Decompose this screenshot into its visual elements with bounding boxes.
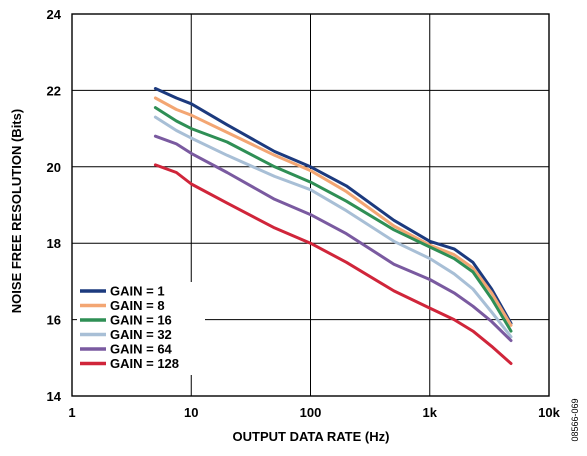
legend-box	[77, 282, 205, 375]
series-lines	[153, 87, 513, 365]
y-axis-title: NOISE FREE RESOLUTION (Bits)	[9, 109, 24, 313]
y-tick-label: 18	[47, 236, 61, 251]
series-line	[153, 96, 513, 327]
x-tick-label: 100	[300, 405, 322, 420]
y-tick-label: 24	[47, 7, 62, 22]
plot-border	[71, 13, 550, 397]
x-tick-label: 1k	[423, 405, 438, 420]
y-tick-label: 20	[47, 160, 61, 175]
legend-label: GAIN = 32	[110, 327, 172, 342]
legend-label: GAIN = 16	[110, 313, 172, 328]
legend-label: GAIN = 64	[110, 342, 173, 357]
x-axis-title: OUTPUT DATA RATE (Hz)	[233, 429, 390, 444]
series-line	[153, 106, 513, 333]
x-tick-label: 10k	[538, 405, 560, 420]
y-tick-label: 16	[47, 313, 61, 328]
x-tick-label: 10	[184, 405, 198, 420]
y-tick-label: 22	[47, 83, 61, 98]
series-line	[153, 87, 513, 325]
legend-label: GAIN = 1	[110, 284, 165, 299]
series-line	[153, 115, 513, 339]
figure-id: 08566-069	[570, 398, 580, 441]
series-line	[153, 163, 513, 365]
y-tick-labels: 14 16 18 20 22 24	[47, 7, 62, 404]
x-tick-label: 1	[68, 405, 75, 420]
series-line	[153, 134, 513, 343]
y-tick-label: 14	[47, 389, 62, 404]
legend-label: GAIN = 128	[110, 356, 179, 371]
x-tick-labels: 1 10 100 1k 10k	[68, 405, 560, 420]
legend-label: GAIN = 8	[110, 298, 165, 313]
